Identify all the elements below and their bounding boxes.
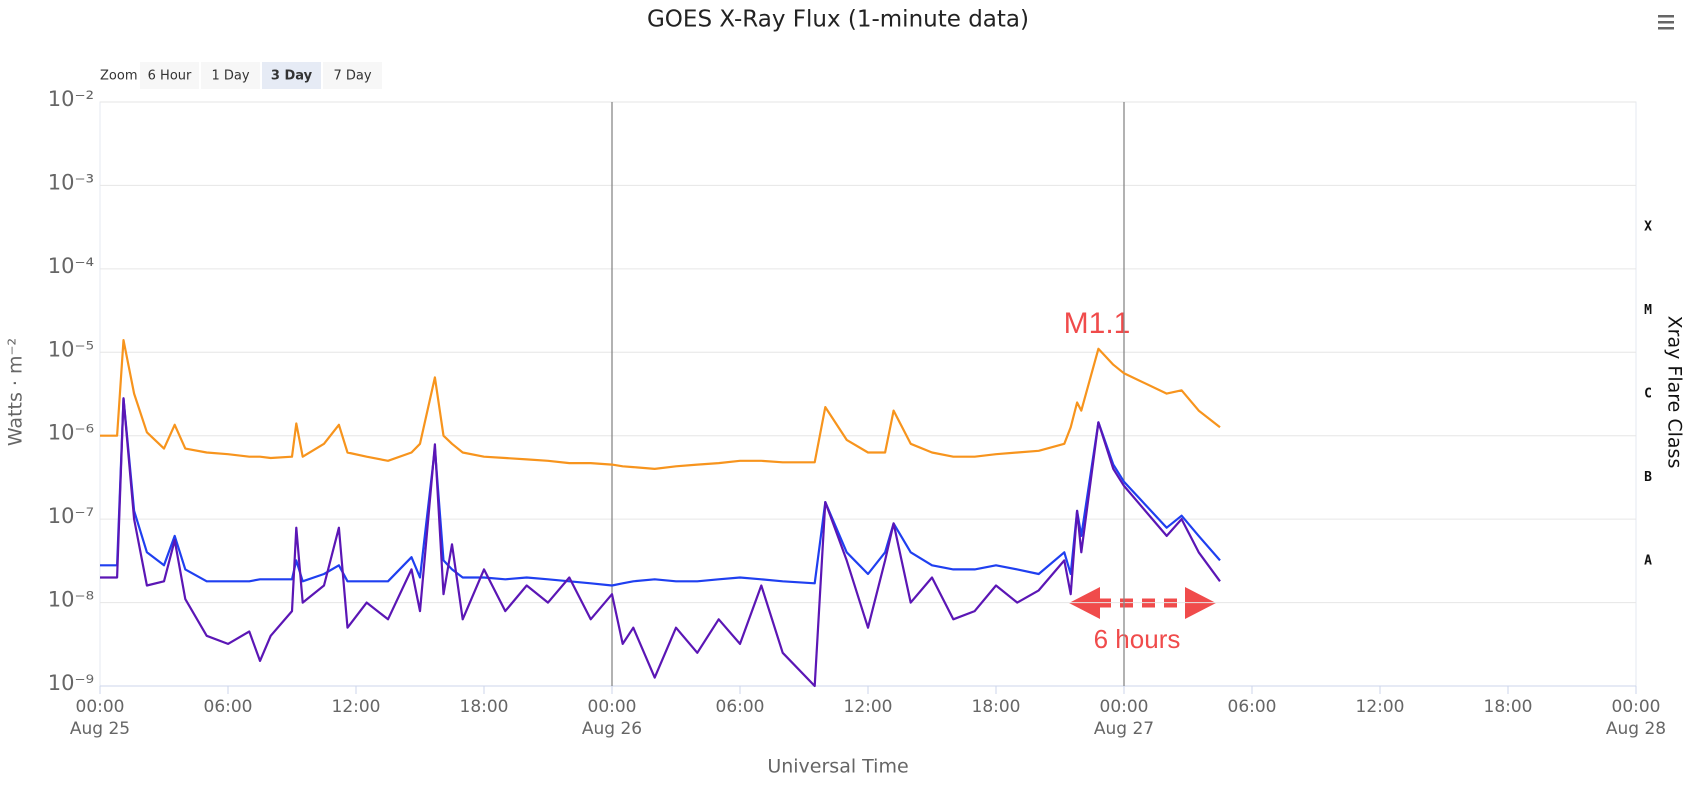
x-tick-label: 00:00 [76, 697, 125, 717]
zoom-button-label[interactable]: 7 Day [333, 69, 371, 84]
zoom-button[interactable] [262, 62, 321, 89]
x-tick-label: 18:00 [460, 697, 509, 717]
x-tick-label: Aug 28 [1606, 719, 1666, 739]
annotation: M1.1 [1064, 307, 1131, 340]
x-tick-label: 06:00 [1228, 697, 1277, 717]
y-tick-label: 10⁻³ [48, 170, 94, 194]
x-tick-label: Aug 26 [582, 719, 642, 739]
x-tick-label: 00:00 [1612, 697, 1661, 717]
x-tick-label: 18:00 [1484, 697, 1533, 717]
menu-bar [1658, 21, 1674, 24]
range-selector: Zoom 6 Hour 1 Day 3 Day 7 Day [100, 62, 382, 89]
zoom-button-label[interactable]: 6 Hour [148, 69, 192, 84]
y-tick-label: 10⁻⁷ [48, 504, 94, 528]
zoom-button[interactable] [140, 62, 199, 89]
y2-axis-title: Xray Flare Class [1664, 316, 1686, 469]
x-tick-label: 00:00 [1100, 697, 1149, 717]
y-tick-label: 10⁻⁹ [48, 671, 94, 695]
y2-tick-label: A [1644, 553, 1652, 568]
series-line [100, 397, 1221, 688]
y2-tick-label: C [1644, 387, 1652, 402]
y-axis-title: Watts · m⁻² [5, 338, 27, 446]
menu-icon[interactable] [1658, 15, 1674, 30]
y2-tick-label: B [1644, 470, 1652, 485]
x-axis-title: Universal Time [767, 756, 908, 778]
x-tick-label: 06:00 [716, 697, 765, 717]
y2-tick-label: X [1644, 220, 1652, 235]
y-tick-label: 10⁻⁴ [48, 254, 94, 278]
x-tick-label: 00:00 [588, 697, 637, 717]
x-tick-label: 12:00 [1356, 697, 1405, 717]
x-tick-label: 12:00 [844, 697, 893, 717]
y-tick-label: 10⁻² [48, 87, 94, 111]
x-tick-label: 18:00 [972, 697, 1021, 717]
annotation: 6 hours [1094, 624, 1181, 654]
y-tick-label: 10⁻⁵ [48, 337, 94, 361]
x-tick-label: Aug 25 [70, 719, 130, 739]
zoom-button-label[interactable]: 3 Day [271, 69, 313, 84]
menu-bar [1658, 27, 1674, 30]
series-line [100, 339, 1221, 470]
zoom-button[interactable] [201, 62, 260, 89]
zoom-label: Zoom [100, 69, 137, 84]
y2-tick-label: M [1644, 303, 1652, 318]
y-tick-label: 10⁻⁶ [48, 421, 94, 445]
x-tick-label: Aug 27 [1094, 719, 1154, 739]
x-tick-label: 12:00 [332, 697, 381, 717]
zoom-button-label[interactable]: 1 Day [211, 69, 249, 84]
menu-bar [1658, 15, 1674, 18]
zoom-button[interactable] [323, 62, 382, 89]
chart-title: GOES X-Ray Flux (1-minute data) [647, 7, 1029, 33]
x-tick-label: 06:00 [204, 697, 253, 717]
series-line [100, 397, 1221, 587]
y-tick-label: 10⁻⁸ [48, 588, 94, 612]
